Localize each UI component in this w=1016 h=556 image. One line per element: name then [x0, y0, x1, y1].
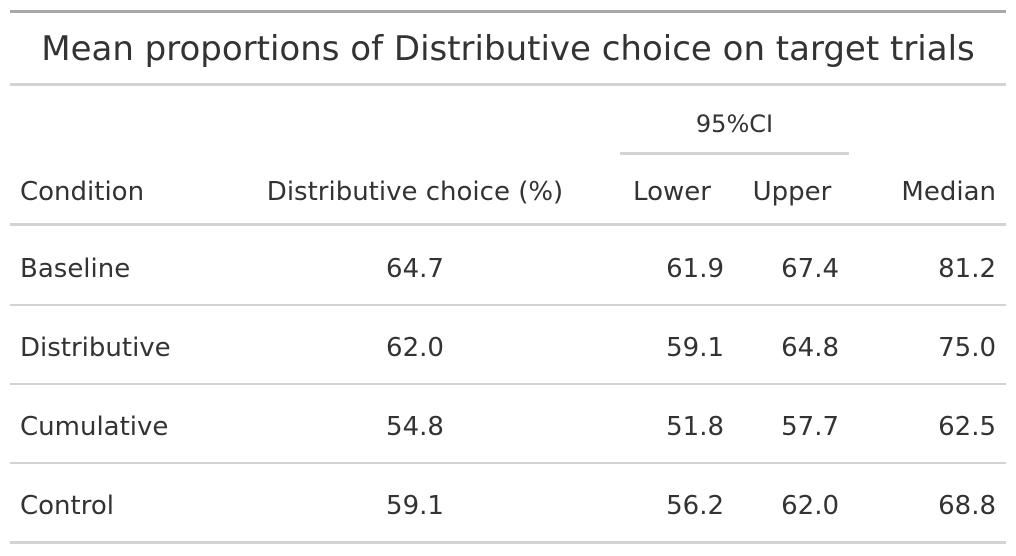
cell-median: 81.2	[938, 254, 996, 284]
cell-condition: Baseline	[20, 254, 131, 284]
header-rule	[10, 223, 1006, 226]
cell-distributive: 54.8	[386, 412, 444, 442]
cell-condition: Control	[20, 491, 114, 521]
cell-median: 62.5	[938, 412, 996, 442]
header-median: Median	[901, 177, 996, 207]
cell-lower: 59.1	[666, 333, 724, 363]
cell-condition: Distributive	[20, 333, 171, 363]
header-lower: Lower	[633, 177, 711, 207]
cell-distributive: 59.1	[386, 491, 444, 521]
cell-distributive: 62.0	[386, 333, 444, 363]
header-upper: Upper	[752, 177, 832, 207]
table-title: Mean proportions of Distributive choice …	[41, 29, 975, 69]
cell-condition: Cumulative	[20, 412, 169, 442]
cell-distributive: 64.7	[386, 254, 444, 284]
cell-median: 68.8	[938, 491, 996, 521]
row-divider	[10, 304, 1006, 306]
table-top-rule	[10, 10, 1006, 13]
cell-lower: 51.8	[666, 412, 724, 442]
header-condition: Condition	[20, 177, 145, 207]
ci-spanner-label: 95%CI	[695, 110, 774, 138]
title-rule	[10, 83, 1006, 86]
cell-median: 75.0	[938, 333, 996, 363]
cell-upper: 62.0	[781, 491, 839, 521]
cell-lower: 56.2	[666, 491, 724, 521]
cell-upper: 64.8	[781, 333, 839, 363]
ci-spanner-rule	[620, 152, 849, 155]
cell-upper: 67.4	[781, 254, 839, 284]
table-bottom-rule	[10, 541, 1006, 544]
row-divider	[10, 462, 1006, 464]
cell-upper: 57.7	[781, 412, 839, 442]
header-distributive-choice: Distributive choice (%)	[266, 177, 564, 207]
row-divider	[10, 383, 1006, 385]
cell-lower: 61.9	[666, 254, 724, 284]
